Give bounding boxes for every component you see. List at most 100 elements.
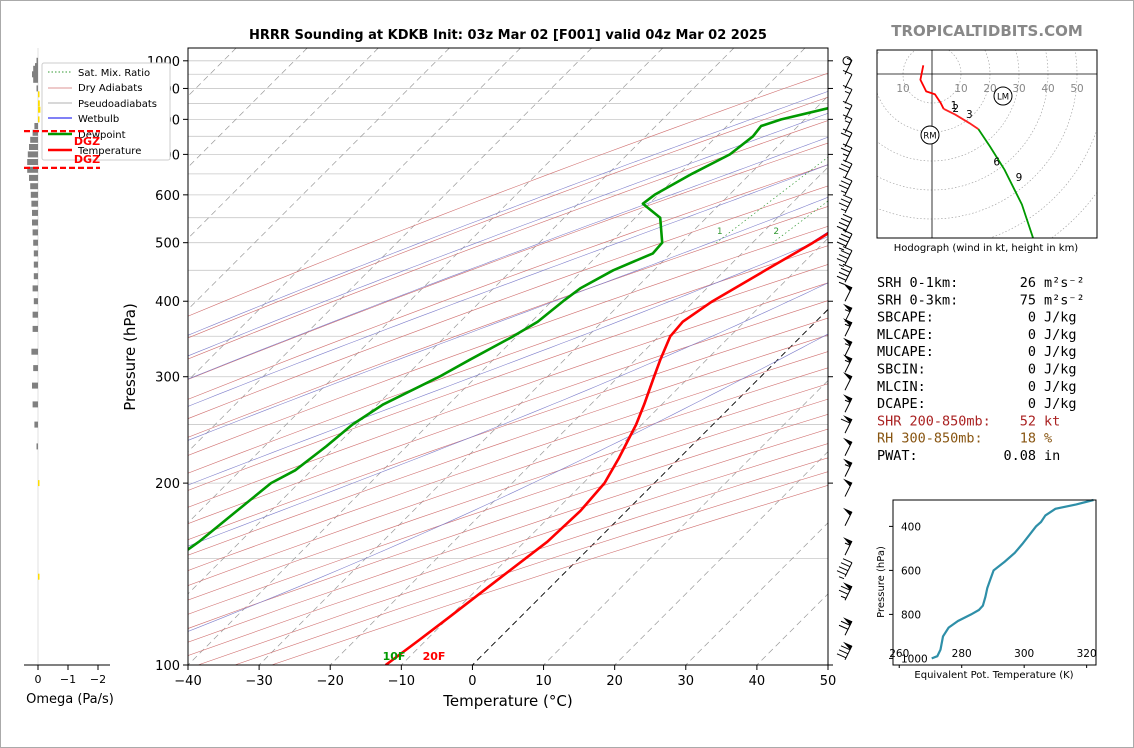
barb-flag (843, 415, 852, 424)
mixing-ratio-line (920, 48, 1134, 243)
omega-bar (33, 298, 38, 305)
barb-full (840, 217, 851, 223)
y-tick-label: 200 (155, 477, 180, 492)
dry-adiabat (188, 300, 828, 524)
dry-adiabat (188, 367, 828, 586)
barb-flag (843, 458, 852, 467)
omega-bar (30, 136, 38, 143)
barb-full (840, 132, 851, 138)
wind-barb (843, 337, 853, 356)
indices-table: SRH 0-1km: 26 m²s⁻² SRH 0-3km: 75 m²s⁻² SBCAPE… (877, 275, 1085, 464)
hodograph-plot: 10 10 20 30 40 50 123 6 9 RM LM (877, 50, 1097, 238)
omega-tick-label: −1 (60, 673, 76, 686)
barb-full (842, 263, 853, 269)
barb-flag (843, 478, 852, 487)
barb-half (844, 359, 851, 363)
barb-flag (843, 582, 852, 591)
omega-bar (32, 219, 38, 226)
barb-full (838, 167, 849, 173)
mixing-ratio-label: 16 (966, 227, 978, 237)
wind-barb (843, 354, 853, 373)
omega-bar (38, 480, 40, 487)
hodo-ring (1095, 236, 1097, 238)
barb-full (842, 176, 853, 182)
barb-full (842, 558, 853, 564)
barb-staff (844, 180, 853, 196)
mixing-ratio-line (992, 48, 1134, 243)
index-value: 26 (1020, 275, 1036, 291)
index-value: 18 (1020, 431, 1036, 447)
storm-motion-circle (920, 125, 940, 145)
y-axis-label: Pressure (hPa) (121, 303, 139, 411)
barb-full (842, 114, 853, 120)
barb-full (836, 653, 847, 659)
barb-full (836, 241, 847, 247)
omega-tick-label: 0 (35, 673, 42, 686)
theta-e-frame (892, 499, 1097, 666)
omega-bar (38, 106, 41, 113)
wind-barb (836, 558, 853, 580)
x-tick-label: −30 (245, 674, 272, 689)
barb-full (840, 250, 851, 256)
wind-barb (840, 128, 853, 148)
barb-full (842, 84, 853, 90)
barb-half (838, 281, 845, 285)
barb-full (836, 258, 847, 264)
wind-barb (843, 537, 853, 556)
isotherm (827, 664, 828, 665)
omega-bar (32, 129, 38, 136)
index-unit: m²s⁻² (1044, 292, 1085, 308)
barb-half (838, 264, 845, 268)
hodo-ring-label: 20 (983, 83, 996, 95)
omega-bar (34, 123, 38, 129)
omega-axis-label: Omega (Pa/s) (26, 692, 114, 707)
theta-y-tick-label: 800 (901, 609, 921, 621)
omega-bar (36, 443, 38, 450)
mixing-ratio-line (1011, 48, 1134, 243)
isotherm (188, 48, 735, 595)
wind-barb (836, 641, 853, 661)
hodo-height-marker: 9 (1016, 172, 1023, 184)
wind-barb (838, 176, 853, 196)
omega-bar (32, 71, 38, 78)
dry-adiabat (188, 317, 828, 541)
wind-barb (843, 283, 853, 302)
barb-full (842, 100, 853, 106)
barb-flag (843, 337, 852, 346)
x-tick-label: 0 (468, 674, 476, 689)
mixing-ratio-line (968, 48, 1134, 243)
wind-barbs (836, 56, 853, 661)
barb-flag (843, 617, 852, 626)
wind-barb (838, 582, 853, 601)
barb-staff (844, 268, 853, 283)
index-value: 0 (1028, 362, 1036, 378)
x-tick-label: 40 (749, 674, 766, 689)
barb-flag (843, 537, 852, 546)
barb-full (836, 570, 847, 576)
wind-barb (842, 56, 852, 66)
omega-bar (29, 174, 38, 181)
barb-flag (843, 303, 852, 312)
index-unit: kt (1044, 413, 1060, 429)
index-value: 0 (1028, 310, 1036, 326)
barb-full (838, 271, 849, 277)
hodo-height-marker: 3 (966, 109, 973, 121)
omega-bar (38, 100, 40, 107)
omega-bar (32, 325, 38, 332)
index-value: 0 (1028, 379, 1036, 395)
wind-barb (836, 246, 853, 268)
x-tick-label: 30 (678, 674, 695, 689)
index-unit: J/kg (1044, 362, 1077, 378)
x-tick-label: −40 (174, 674, 201, 689)
isotherm (329, 166, 828, 665)
barb-full (836, 225, 847, 231)
barb-staff (844, 147, 853, 163)
legend-pseudo-label: Pseudoadiabats (78, 99, 157, 110)
dewpoint-surface-label: 10F (383, 650, 406, 663)
hodo-ring-label: 10 (954, 83, 967, 95)
barb-flag (843, 394, 852, 403)
barb-full (840, 562, 851, 568)
hodo-height-marker: 6 (993, 157, 1000, 169)
hodo-segment (919, 65, 945, 110)
theta-y-tick-label: 1000 (901, 653, 928, 665)
